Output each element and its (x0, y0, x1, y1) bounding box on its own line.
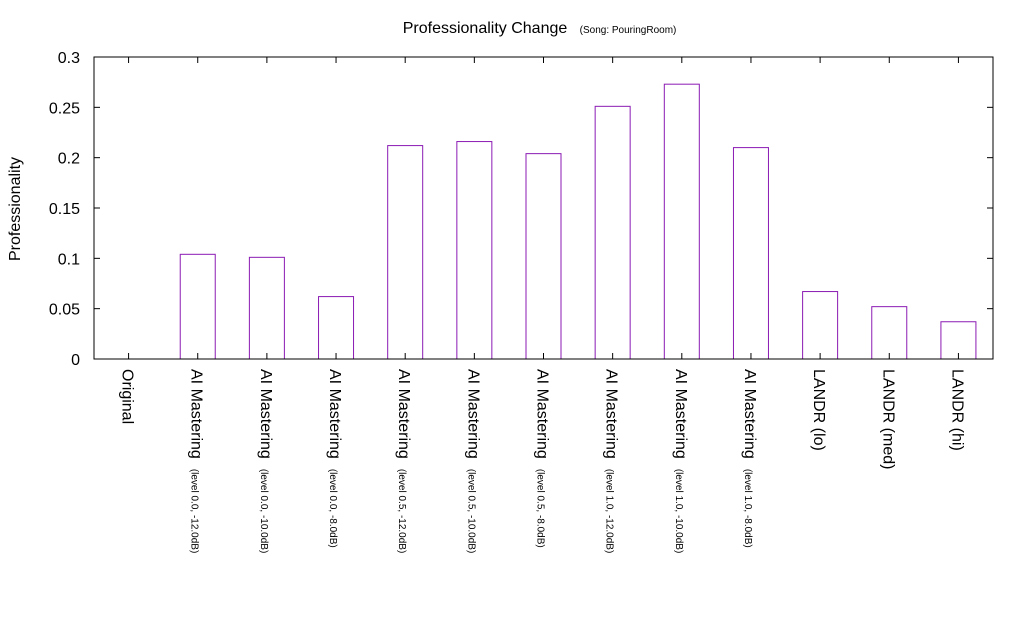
x-tick-label-main: AI Mastering (326, 369, 343, 459)
bar (179, 253, 216, 360)
x-tick-label-main: AI Mastering (672, 369, 689, 459)
x-tick-label-main: AI Mastering (741, 369, 758, 459)
bar (594, 105, 631, 360)
x-tick-label-main: AI Mastering (534, 369, 551, 459)
y-tick-label: 0.15 (49, 201, 80, 218)
bar (525, 153, 562, 360)
x-tick-label: AI Mastering (level 0.0, -12.0dB) (188, 369, 205, 553)
x-tick-label: AI Mastering (level 0.0, -10.0dB) (257, 369, 274, 553)
x-tick-label-sub: (level 1.0, -12.0dB) (604, 469, 615, 554)
plot-border (93, 56, 994, 360)
x-tick-label-main: LANDR (med) (879, 369, 896, 469)
x-tick-label: AI Mastering (level 0.5, -10.0dB) (464, 369, 481, 553)
x-tick-label: AI Mastering (level 0.5, -12.0dB) (395, 369, 412, 553)
x-tick-label-sub: (level 1.0, -8.0dB) (742, 469, 753, 548)
bar (318, 296, 355, 360)
x-tick-label-main: LANDR (hi) (948, 369, 965, 451)
y-tick-label: 0.3 (58, 50, 80, 67)
y-tick-label: 0.1 (58, 251, 80, 268)
bar (871, 306, 908, 360)
chart-title: Professionality Change (403, 20, 568, 37)
x-tick-label: AI Mastering (level 0.0, -8.0dB) (326, 369, 343, 548)
x-tick-label-main: AI Mastering (464, 369, 481, 459)
x-tick-label-sub: (level 0.5, -12.0dB) (396, 469, 407, 554)
x-tick-label: AI Mastering (level 1.0, -10.0dB) (672, 369, 689, 553)
x-tick-label: LANDR (med) (879, 369, 896, 469)
x-tick-label-main: Original (119, 369, 136, 424)
x-tick-label-main: AI Mastering (188, 369, 205, 459)
x-tick-label-main: AI Mastering (603, 369, 620, 459)
x-tick-label: LANDR (lo) (810, 369, 827, 451)
x-tick-label-main: AI Mastering (395, 369, 412, 459)
bar (802, 291, 839, 360)
y-axis-label: Professionality (7, 157, 24, 261)
bar (387, 145, 424, 360)
y-tick-label: 0.25 (49, 100, 80, 117)
x-tick-label-sub: (level 1.0, -10.0dB) (673, 469, 684, 554)
y-tick-label: 0.2 (58, 151, 80, 168)
y-tick-label: 0 (71, 352, 80, 369)
bar (248, 256, 285, 360)
x-tick-label: AI Mastering (level 1.0, -8.0dB) (741, 369, 758, 548)
y-tick-label: 0.05 (49, 302, 80, 319)
x-tick-label-sub: (level 0.5, -10.0dB) (465, 469, 476, 554)
x-tick-label: AI Mastering (level 0.5, -8.0dB) (534, 369, 551, 548)
x-tick-label-sub: (level 0.0, -12.0dB) (189, 469, 200, 554)
bar (663, 83, 700, 360)
bar (732, 147, 769, 360)
x-tick-label-sub: (level 0.0, -10.0dB) (258, 469, 269, 554)
chart-subtitle: (Song: PouringRoom) (580, 25, 677, 36)
x-tick-label: Original (119, 369, 136, 424)
x-tick-label: LANDR (hi) (948, 369, 965, 451)
x-tick-label-main: AI Mastering (257, 369, 274, 459)
x-tick-label-main: LANDR (lo) (810, 369, 827, 451)
x-tick-label: AI Mastering (level 1.0, -12.0dB) (603, 369, 620, 553)
x-tick-label-sub: (level 0.5, -8.0dB) (535, 469, 546, 548)
x-tick-label-sub: (level 0.0, -8.0dB) (327, 469, 338, 548)
bar (456, 141, 493, 360)
